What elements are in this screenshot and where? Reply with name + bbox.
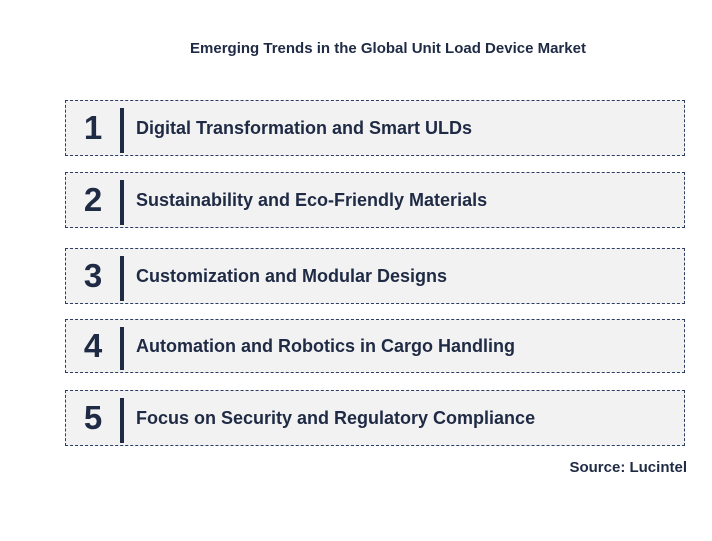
trend-label: Automation and Robotics in Cargo Handlin… (136, 335, 515, 356)
chart-title: Emerging Trends in the Global Unit Load … (190, 40, 586, 57)
trend-label: Customization and Modular Designs (136, 265, 448, 286)
trend-item-3: 3 Customization and Modular Designs (65, 248, 685, 304)
trend-divider (120, 256, 124, 301)
trend-number: 5 (83, 399, 103, 436)
trend-number: 1 (83, 109, 103, 146)
trend-label: Sustainability and Eco-Friendly Material… (136, 189, 488, 210)
trend-number: 3 (83, 257, 103, 294)
trend-item-4: 4 Automation and Robotics in Cargo Handl… (65, 319, 685, 373)
trend-number: 4 (83, 327, 103, 364)
trend-item-1: 1 Digital Transformation and Smart ULDs (65, 100, 685, 156)
trend-item-2: 2 Sustainability and Eco-Friendly Materi… (65, 172, 685, 228)
source-note: Source: Lucintel (569, 459, 687, 476)
trend-label: Digital Transformation and Smart ULDs (136, 117, 473, 138)
trend-divider (120, 108, 124, 153)
trend-label: Focus on Security and Regulatory Complia… (136, 407, 536, 428)
trend-divider (120, 327, 124, 370)
trend-item-5: 5 Focus on Security and Regulatory Compl… (65, 390, 685, 446)
trend-divider (120, 180, 124, 225)
trend-number: 2 (83, 181, 103, 218)
trend-divider (120, 398, 124, 443)
